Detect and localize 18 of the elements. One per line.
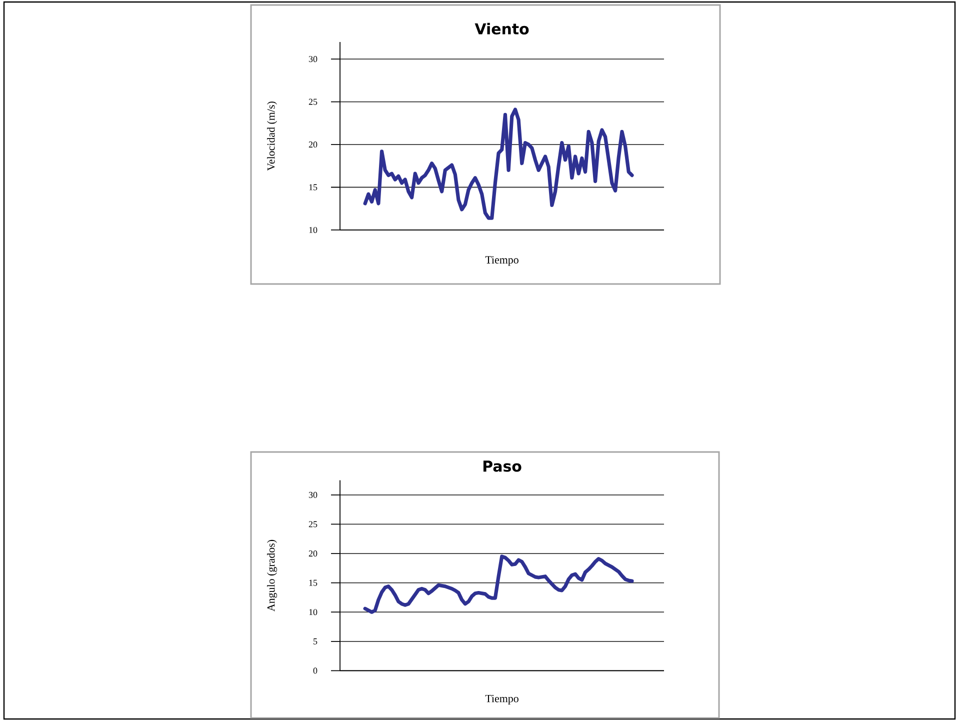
y-tick-label: 20 <box>308 141 318 148</box>
y-tick-label: 25 <box>308 521 318 528</box>
y-tick-label: 0 <box>313 668 318 674</box>
y-tick-label: 15 <box>309 184 318 190</box>
x-axis-title: Tiempo <box>485 694 518 704</box>
y-tick-label: 30 <box>308 56 318 62</box>
y-axis-title: Velocidad (m/s) <box>267 102 277 171</box>
y-axis-title: Angulo (grados) <box>267 540 277 612</box>
x-axis-title: Tiempo <box>485 256 518 266</box>
y-tick-label: 5 <box>314 638 318 644</box>
y-tick-label: 10 <box>309 609 318 616</box>
y-tick-label: 20 <box>308 550 318 557</box>
chart-title: Paso <box>483 460 522 472</box>
y-tick-label: 30 <box>308 492 318 498</box>
chart-title: Viento <box>474 22 529 34</box>
y-tick-label: 15 <box>309 580 318 586</box>
y-tick-label: 25 <box>308 98 318 105</box>
y-tick-label: 10 <box>309 226 318 234</box>
